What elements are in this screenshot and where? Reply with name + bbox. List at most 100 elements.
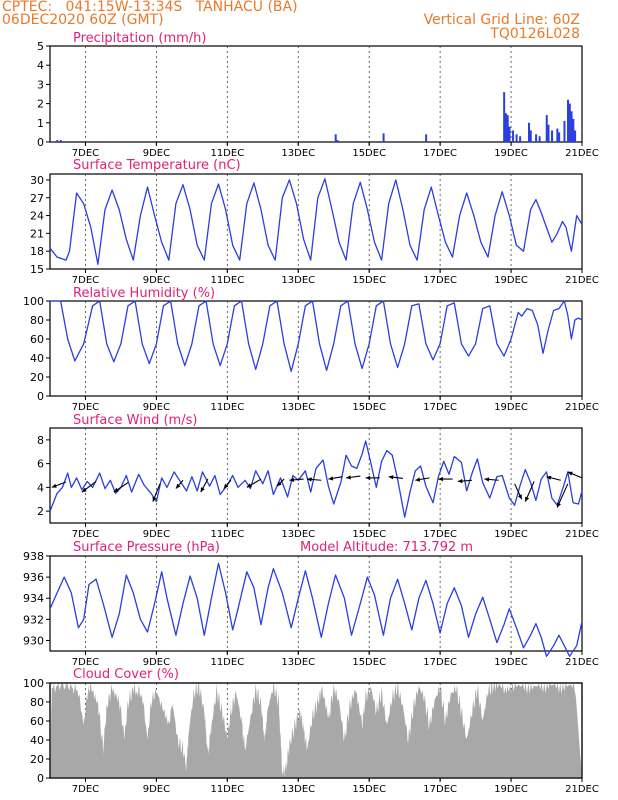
series-line (49, 178, 583, 265)
x-tick-label: 7DEC (72, 402, 99, 413)
y-tick-label: 18 (30, 245, 44, 258)
plot-frame-overlay (49, 682, 583, 779)
panel-title: Relative Humidity (%) (73, 286, 215, 301)
x-tick-label: 15DEC (352, 657, 386, 668)
x-tick-label: 17DEC (423, 402, 457, 413)
y-tick-label: 60 (30, 333, 44, 346)
y-tick-label: 60 (30, 715, 44, 728)
panel-title: Precipitation (mm/h) (73, 31, 206, 46)
precip-bar (334, 134, 337, 142)
header-model-id: TQ0126L028 (490, 26, 580, 42)
y-tick-label: 3 (37, 78, 44, 91)
y-tick-label: 5 (37, 40, 44, 53)
y-tick-label: 4 (37, 481, 44, 494)
wind-arrow-head (246, 483, 252, 488)
precip-bar (382, 133, 385, 142)
wind-arrow-head (289, 477, 295, 482)
wind-arrow-head (457, 478, 463, 484)
plot-frame (49, 173, 583, 270)
wind-arrow-head (525, 496, 530, 502)
y-tick-label: 30 (30, 174, 44, 187)
wind-arrow-head (113, 487, 119, 493)
x-tick-label: 15DEC (352, 784, 386, 795)
precip-bar (59, 140, 62, 142)
y-tick-label: 936 (23, 571, 44, 584)
y-tick-label: 27 (30, 192, 44, 205)
precip-bar (56, 140, 59, 142)
x-tick-label: 21DEC (565, 657, 599, 668)
wind-arrow-head (328, 476, 334, 481)
x-tick-label: 19DEC (494, 148, 528, 159)
y-tick-label: 8 (37, 434, 44, 447)
x-tick-label: 13DEC (281, 657, 315, 668)
x-tick-label: 21DEC (565, 784, 599, 795)
wind-arrow-head (517, 494, 522, 500)
x-tick-label: 7DEC (72, 275, 99, 286)
precip-bar (545, 115, 548, 142)
precip-bar (563, 120, 566, 142)
panel-title: Surface Pressure (hPa) (73, 540, 220, 555)
x-tick-label: 9DEC (143, 402, 170, 413)
y-tick-label: 21 (30, 227, 44, 240)
y-tick-label: 20 (30, 371, 44, 384)
precip-bar (515, 134, 518, 142)
y-tick-label: 24 (30, 210, 44, 223)
y-tick-label: 15 (30, 263, 44, 276)
x-tick-label: 9DEC (143, 275, 170, 286)
header-grid-note: Vertical Grid Line: 60Z (423, 12, 580, 28)
y-tick-label: 100 (23, 677, 44, 690)
wind-arrow-head (81, 487, 87, 493)
precip-bar (508, 126, 511, 142)
wind-arrow-head (415, 477, 421, 482)
x-tick-label: 13DEC (281, 529, 315, 540)
x-tick-label: 7DEC (72, 784, 99, 795)
y-tick-label: 6 (37, 458, 44, 471)
wind-arrow-head (223, 483, 229, 489)
y-tick-label: 930 (23, 634, 44, 647)
x-tick-label: 17DEC (423, 529, 457, 540)
wind-arrow-head (484, 477, 490, 482)
precip-bar (567, 99, 570, 142)
precip-bar (503, 92, 506, 142)
x-tick-label: 17DEC (423, 275, 457, 286)
series-line (49, 440, 583, 518)
y-tick-label: 932 (23, 613, 44, 626)
x-tick-label: 21DEC (565, 402, 599, 413)
cloud-area (50, 683, 582, 778)
x-tick-label: 11DEC (210, 784, 244, 795)
y-tick-label: 2 (37, 505, 44, 518)
precip-bar (538, 136, 541, 142)
precip-bar (529, 130, 532, 142)
y-tick-label: 80 (30, 696, 44, 709)
y-tick-label: 934 (23, 592, 44, 605)
y-tick-label: 40 (30, 352, 44, 365)
x-tick-label: 15DEC (352, 402, 386, 413)
wind-arrow-head (567, 471, 573, 476)
x-tick-label: 11DEC (210, 148, 244, 159)
x-tick-label: 17DEC (423, 148, 457, 159)
series-line (49, 562, 583, 657)
x-tick-label: 15DEC (352, 148, 386, 159)
precip-bar (336, 140, 339, 142)
y-tick-label: 2 (37, 98, 44, 111)
wind-arrow-head (365, 475, 371, 480)
y-tick-label: 20 (30, 753, 44, 766)
x-tick-label: 15DEC (352, 529, 386, 540)
wind-arrow-head (546, 475, 552, 480)
x-tick-label: 7DEC (72, 148, 99, 159)
x-tick-label: 11DEC (210, 275, 244, 286)
precip-bar (528, 122, 530, 142)
y-tick-label: 40 (30, 734, 44, 747)
x-tick-label: 7DEC (72, 657, 99, 668)
y-tick-label: 0 (37, 772, 44, 785)
x-tick-label: 19DEC (494, 275, 528, 286)
plot-frame (49, 555, 583, 652)
x-tick-label: 13DEC (281, 402, 315, 413)
wind-arrow-head (51, 483, 57, 488)
wind-arrow-head (175, 483, 181, 489)
series-line (50, 300, 583, 372)
x-tick-label: 9DEC (143, 784, 170, 795)
precip-bar (512, 130, 515, 142)
panel-subtitle: Model Altitude: 713.792 m (300, 540, 473, 555)
